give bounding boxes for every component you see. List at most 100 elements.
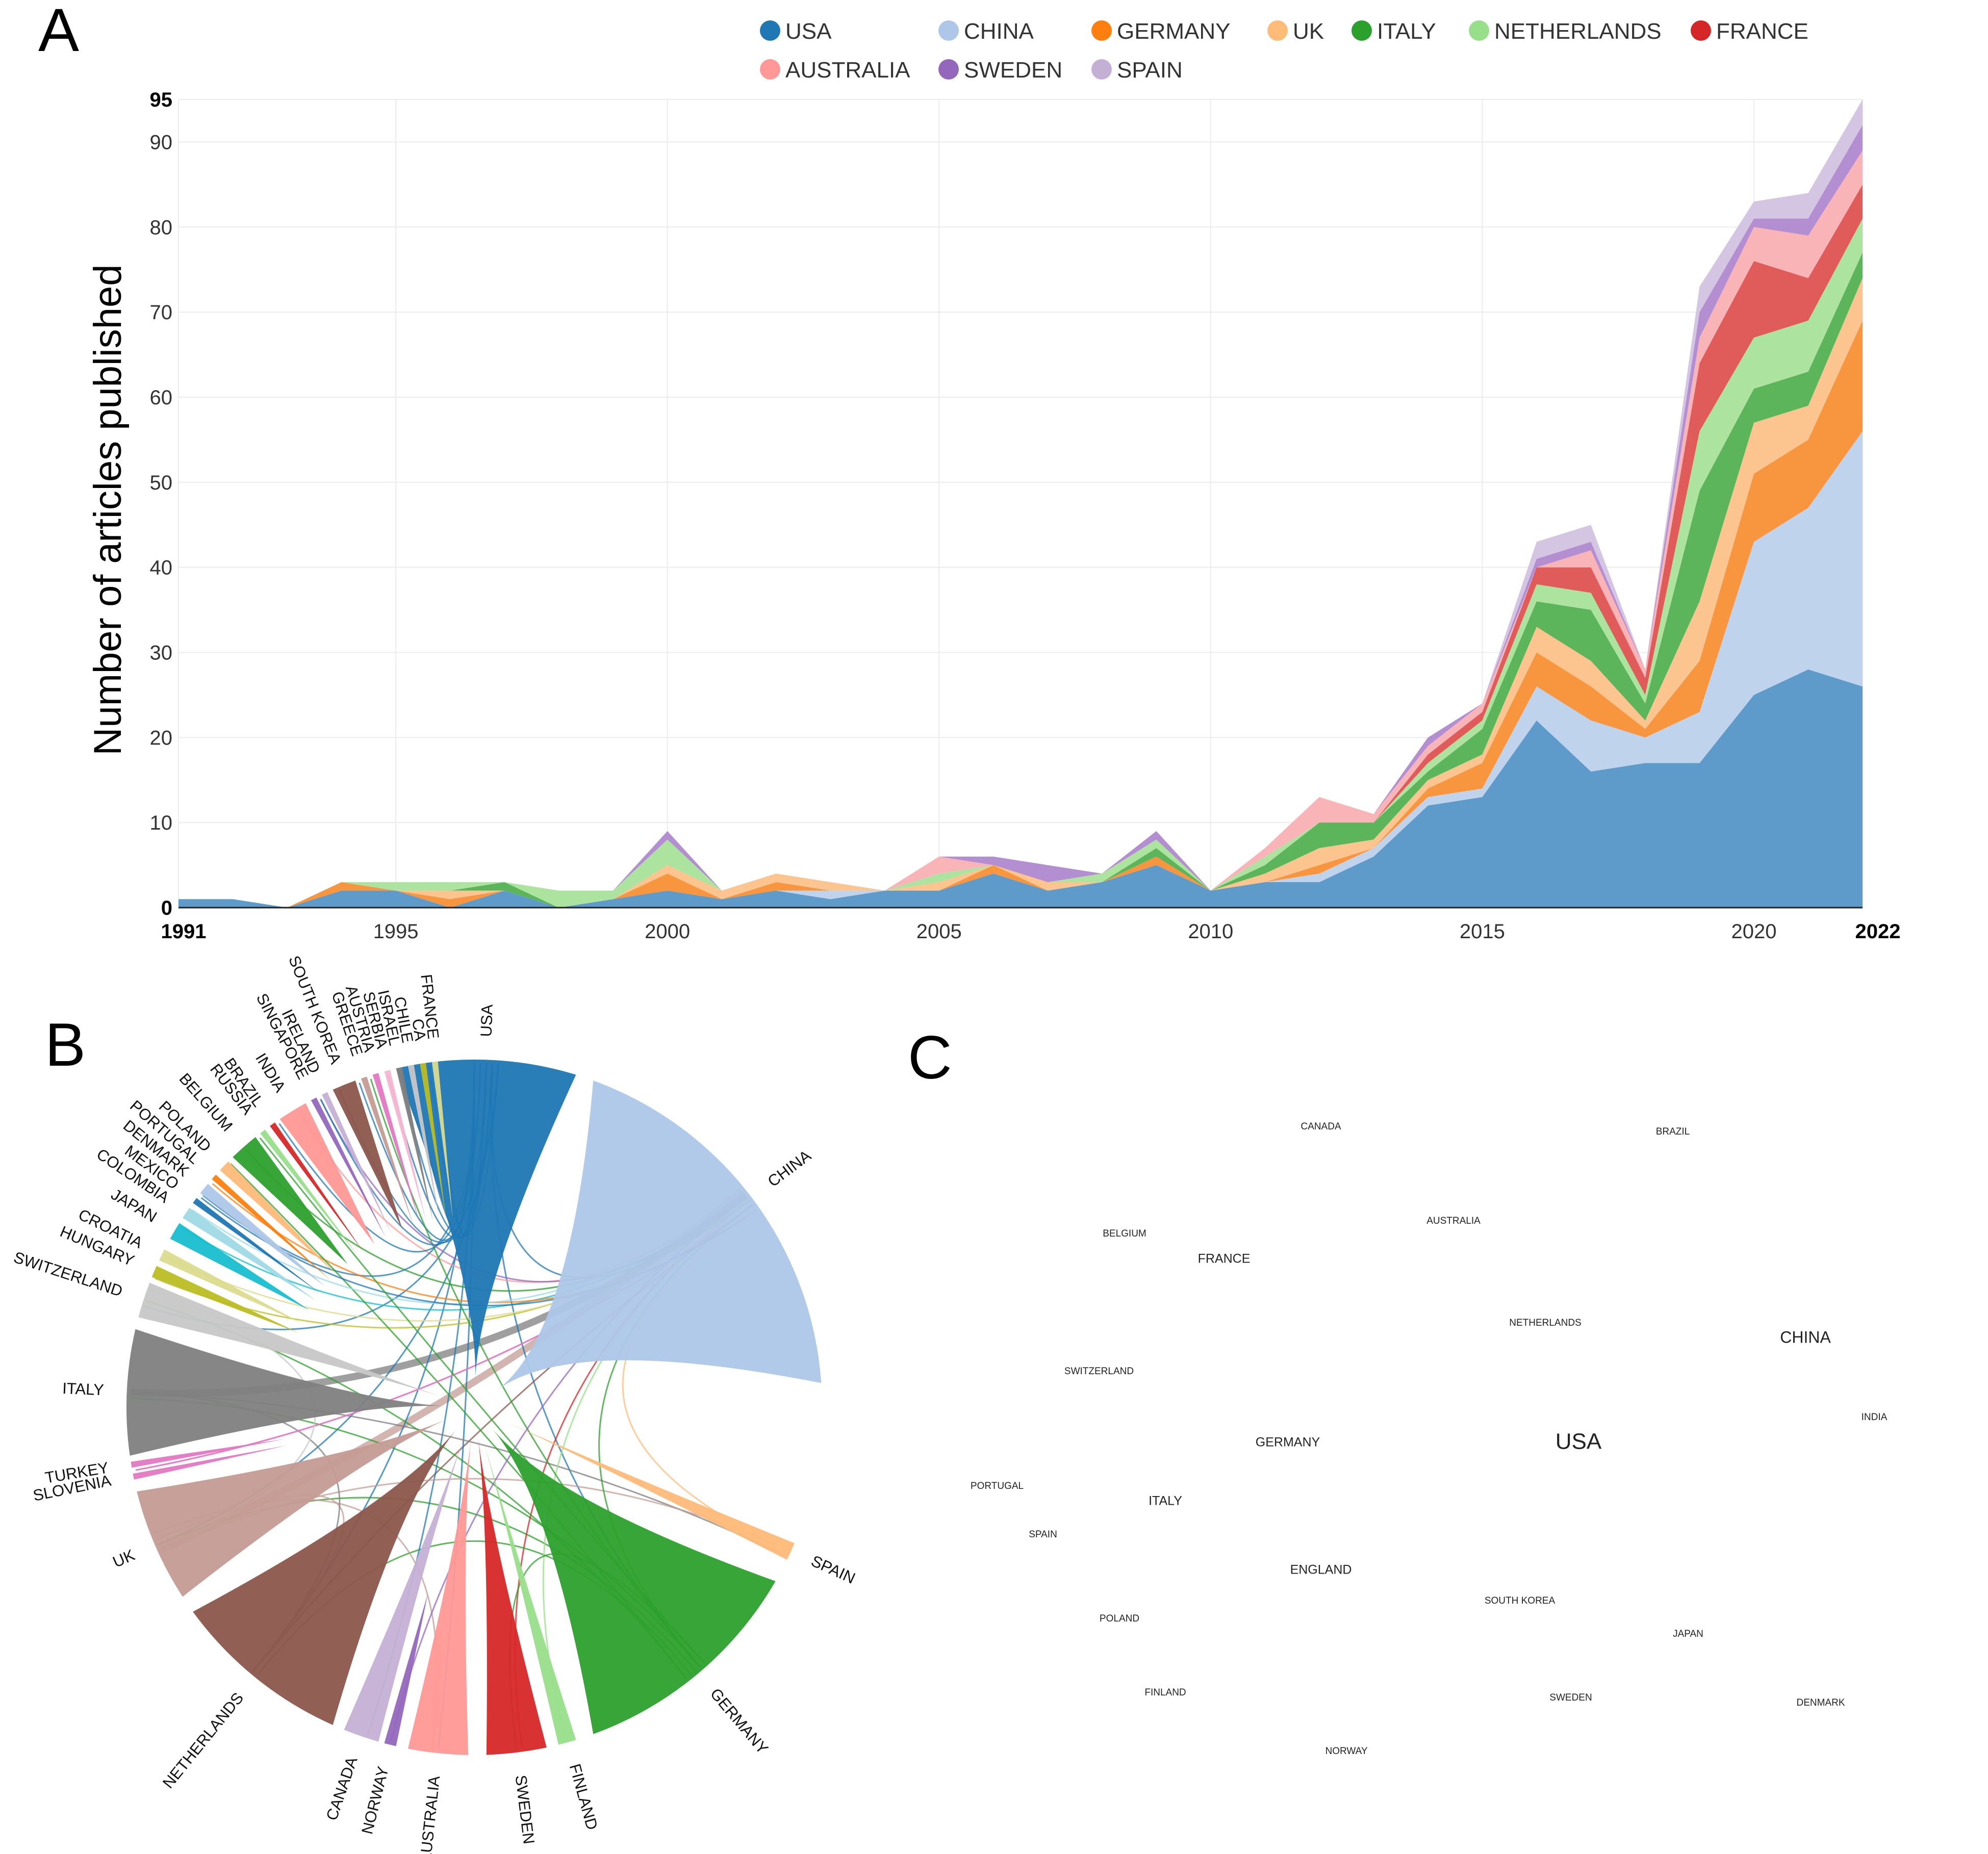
legend-item-china: CHINA [938,19,1034,44]
chord-arc-brazil [270,1122,364,1252]
chord-arc-canada [344,1433,466,1742]
chord-label-usa: USA [477,1004,496,1037]
chord-arc-india [279,1103,375,1245]
y-tick-label: 50 [150,472,173,494]
x-tick-label: 2000 [645,920,690,943]
chord-arc-belgium [233,1137,348,1265]
legend-label: ITALY [1377,19,1436,44]
chord-arc-uk [137,1418,449,1597]
x-tick-label: 1995 [373,920,419,943]
legend-marker [1091,20,1112,41]
chord-arc-china [496,1080,822,1391]
density-heat-layer [891,1020,1977,1854]
y-tick-label: 60 [150,387,173,409]
heatmap-label-poland: POLAND [1100,1613,1139,1624]
chord-arc-turkey [131,1438,286,1468]
heat-spot-sweden [1460,1587,1681,1809]
chord-arc-south-korea [333,1080,403,1230]
chord-label-australia: AUSTRALIA [416,1775,443,1854]
chord-arc-ca [420,1063,446,1219]
chord-label-canada: CANADA [323,1755,361,1823]
y-tick-label: 70 [150,301,173,324]
chord-arc-italy [126,1329,447,1456]
legend-item-sweden: SWEDEN [938,58,1062,83]
heatmap-label-china: CHINA [1780,1328,1831,1346]
heatmap-label-england: ENGLAND [1290,1563,1352,1577]
heatmap-label-canada: CANADA [1301,1121,1341,1132]
chord-arc-austria [372,1073,420,1224]
heatmap-label-germany: GERMANY [1256,1435,1320,1450]
chord-label-finland: FINLAND [566,1762,601,1832]
chord-arc-norway [384,1592,428,1746]
legend-item-netherlands: NETHERLANDS [1469,19,1662,44]
y-axis-label: Number of articles published [86,264,130,755]
legend-marker [1691,20,1711,41]
heat-spot-finland [1060,1587,1271,1798]
axes: 0 10 20 30 40 50 60 70 80 90 95 1991 1995 2000 2005 201… [150,89,1901,943]
panel-label-c: C [908,1023,952,1092]
heatmap-label-usa: USA [1556,1429,1602,1454]
heatmap-label-brazil: BRAZIL [1656,1126,1690,1137]
legend-label: FRANCE [1716,19,1808,44]
y-tick-label: 95 [150,89,173,111]
legend-item-spain: SPAIN [1091,58,1183,83]
chord-arc-croatia [159,1249,302,1324]
heat-spot-denmark [1718,1601,1923,1806]
legend-label: UK [1293,19,1324,44]
heatmap-label-denmark: DENMARK [1796,1697,1845,1708]
legend-item-italy: ITALY [1352,19,1436,44]
legend-item-australia: AUSTRALIA [760,58,910,83]
chord-arc-denmark [200,1183,326,1287]
heatmap-label-sweden: SWEDEN [1549,1692,1592,1703]
chord-arc-colombia [183,1207,316,1301]
heat-spot-australia [1345,1113,1562,1329]
legend-label: AUSTRALIA [785,58,910,83]
panel-c-heatmap: USA CHINA GERMANY FRANCE ITALY ENGLAND NETHERL… [891,1020,1977,1854]
chord-arc-finland [481,1434,576,1745]
chord-label-italy: ITALY [62,1379,105,1399]
legend-marker [760,59,780,80]
heat-spot-norway [1244,1649,1449,1854]
heatmap-label-france: FRANCE [1198,1252,1251,1266]
chord-group-arcs [126,1060,822,1755]
chord-arc-chile [407,1065,440,1220]
legend-item-france: FRANCE [1691,19,1808,44]
chord-arc-switzerland [138,1282,448,1399]
area-usa [179,669,1863,908]
heatmap-label-south-korea: SOUTH KOREA [1485,1595,1556,1606]
legend-item-uk: UK [1267,19,1324,44]
legend-label: SWEDEN [964,58,1062,83]
heatmap-label-italy: ITALY [1149,1494,1182,1508]
chord-arc-mexico [193,1198,321,1294]
heatmap-label-norway: NORWAY [1325,1746,1367,1757]
chord-label-spain: SPAIN [808,1552,858,1587]
heat-spot-england [1205,1454,1437,1687]
legend: USA CHINA GERMANY UK ITALY NETHERLANDS FRANCE A… [760,19,1808,83]
chord-label-uk: UK [110,1546,138,1571]
legend-marker [938,59,959,80]
y-tick-label: 90 [150,131,173,153]
legend-item-germany: GERMANY [1091,19,1230,44]
y-tick-label: 80 [150,216,173,239]
legend-label: NETHERLANDS [1494,19,1662,44]
chord-arc-ireland [322,1092,392,1235]
legend-label: SPAIN [1117,58,1183,83]
area-series-group [179,99,1863,908]
chord-arc-russia [260,1129,358,1256]
chord-arc-australia [407,1435,472,1755]
x-tick-label: 2020 [1731,920,1776,943]
legend-label: CHINA [964,19,1034,44]
x-tick-label: 1991 [161,920,207,943]
heatmap-labels: USA CHINA GERMANY FRANCE ITALY ENGLAND NETHERL… [971,1121,1888,1757]
legend-marker [760,20,780,41]
chord-arc-germany [492,1428,776,1734]
heatmap-label-finland: FINLAND [1144,1687,1186,1698]
legend-marker [1267,20,1288,41]
panel-label-a: A [38,0,79,64]
heatmap-label-japan: JAPAN [1673,1629,1703,1639]
legend-marker [1352,20,1372,41]
legend-marker [1469,20,1489,41]
chord-label-ca: CA [409,1017,429,1042]
chord-arc-netherlands [193,1429,457,1726]
chord-label-china: CHINA [764,1146,814,1190]
